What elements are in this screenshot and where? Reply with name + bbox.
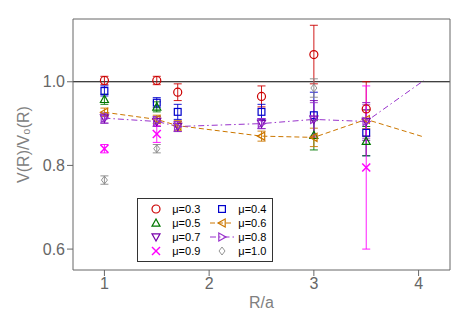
html-text:μ=0.5: μ=0.5 xyxy=(172,217,201,229)
svg-text:2: 2 xyxy=(205,275,214,292)
svg-text:0.8: 0.8 xyxy=(43,157,65,174)
svg-text:1: 1 xyxy=(100,275,109,292)
svg-text:0.6: 0.6 xyxy=(43,241,65,258)
html-text:μ=0.4: μ=0.4 xyxy=(238,203,267,215)
svg-text:R/a: R/a xyxy=(249,294,274,311)
html-text:μ=1.0: μ=1.0 xyxy=(238,245,267,257)
svg-text:V(R)/V₀(R): V(R)/V₀(R) xyxy=(15,106,32,183)
html-text:μ=0.8: μ=0.8 xyxy=(238,231,267,243)
svg-text:3: 3 xyxy=(309,275,318,292)
svg-text:1.0: 1.0 xyxy=(43,73,65,90)
html-text:μ=0.9: μ=0.9 xyxy=(172,245,201,257)
html-text:μ=0.3: μ=0.3 xyxy=(172,203,201,215)
html-text:μ=0.7: μ=0.7 xyxy=(172,231,201,243)
svg-text:4: 4 xyxy=(414,275,423,292)
html-text:μ=0.6: μ=0.6 xyxy=(238,217,267,229)
